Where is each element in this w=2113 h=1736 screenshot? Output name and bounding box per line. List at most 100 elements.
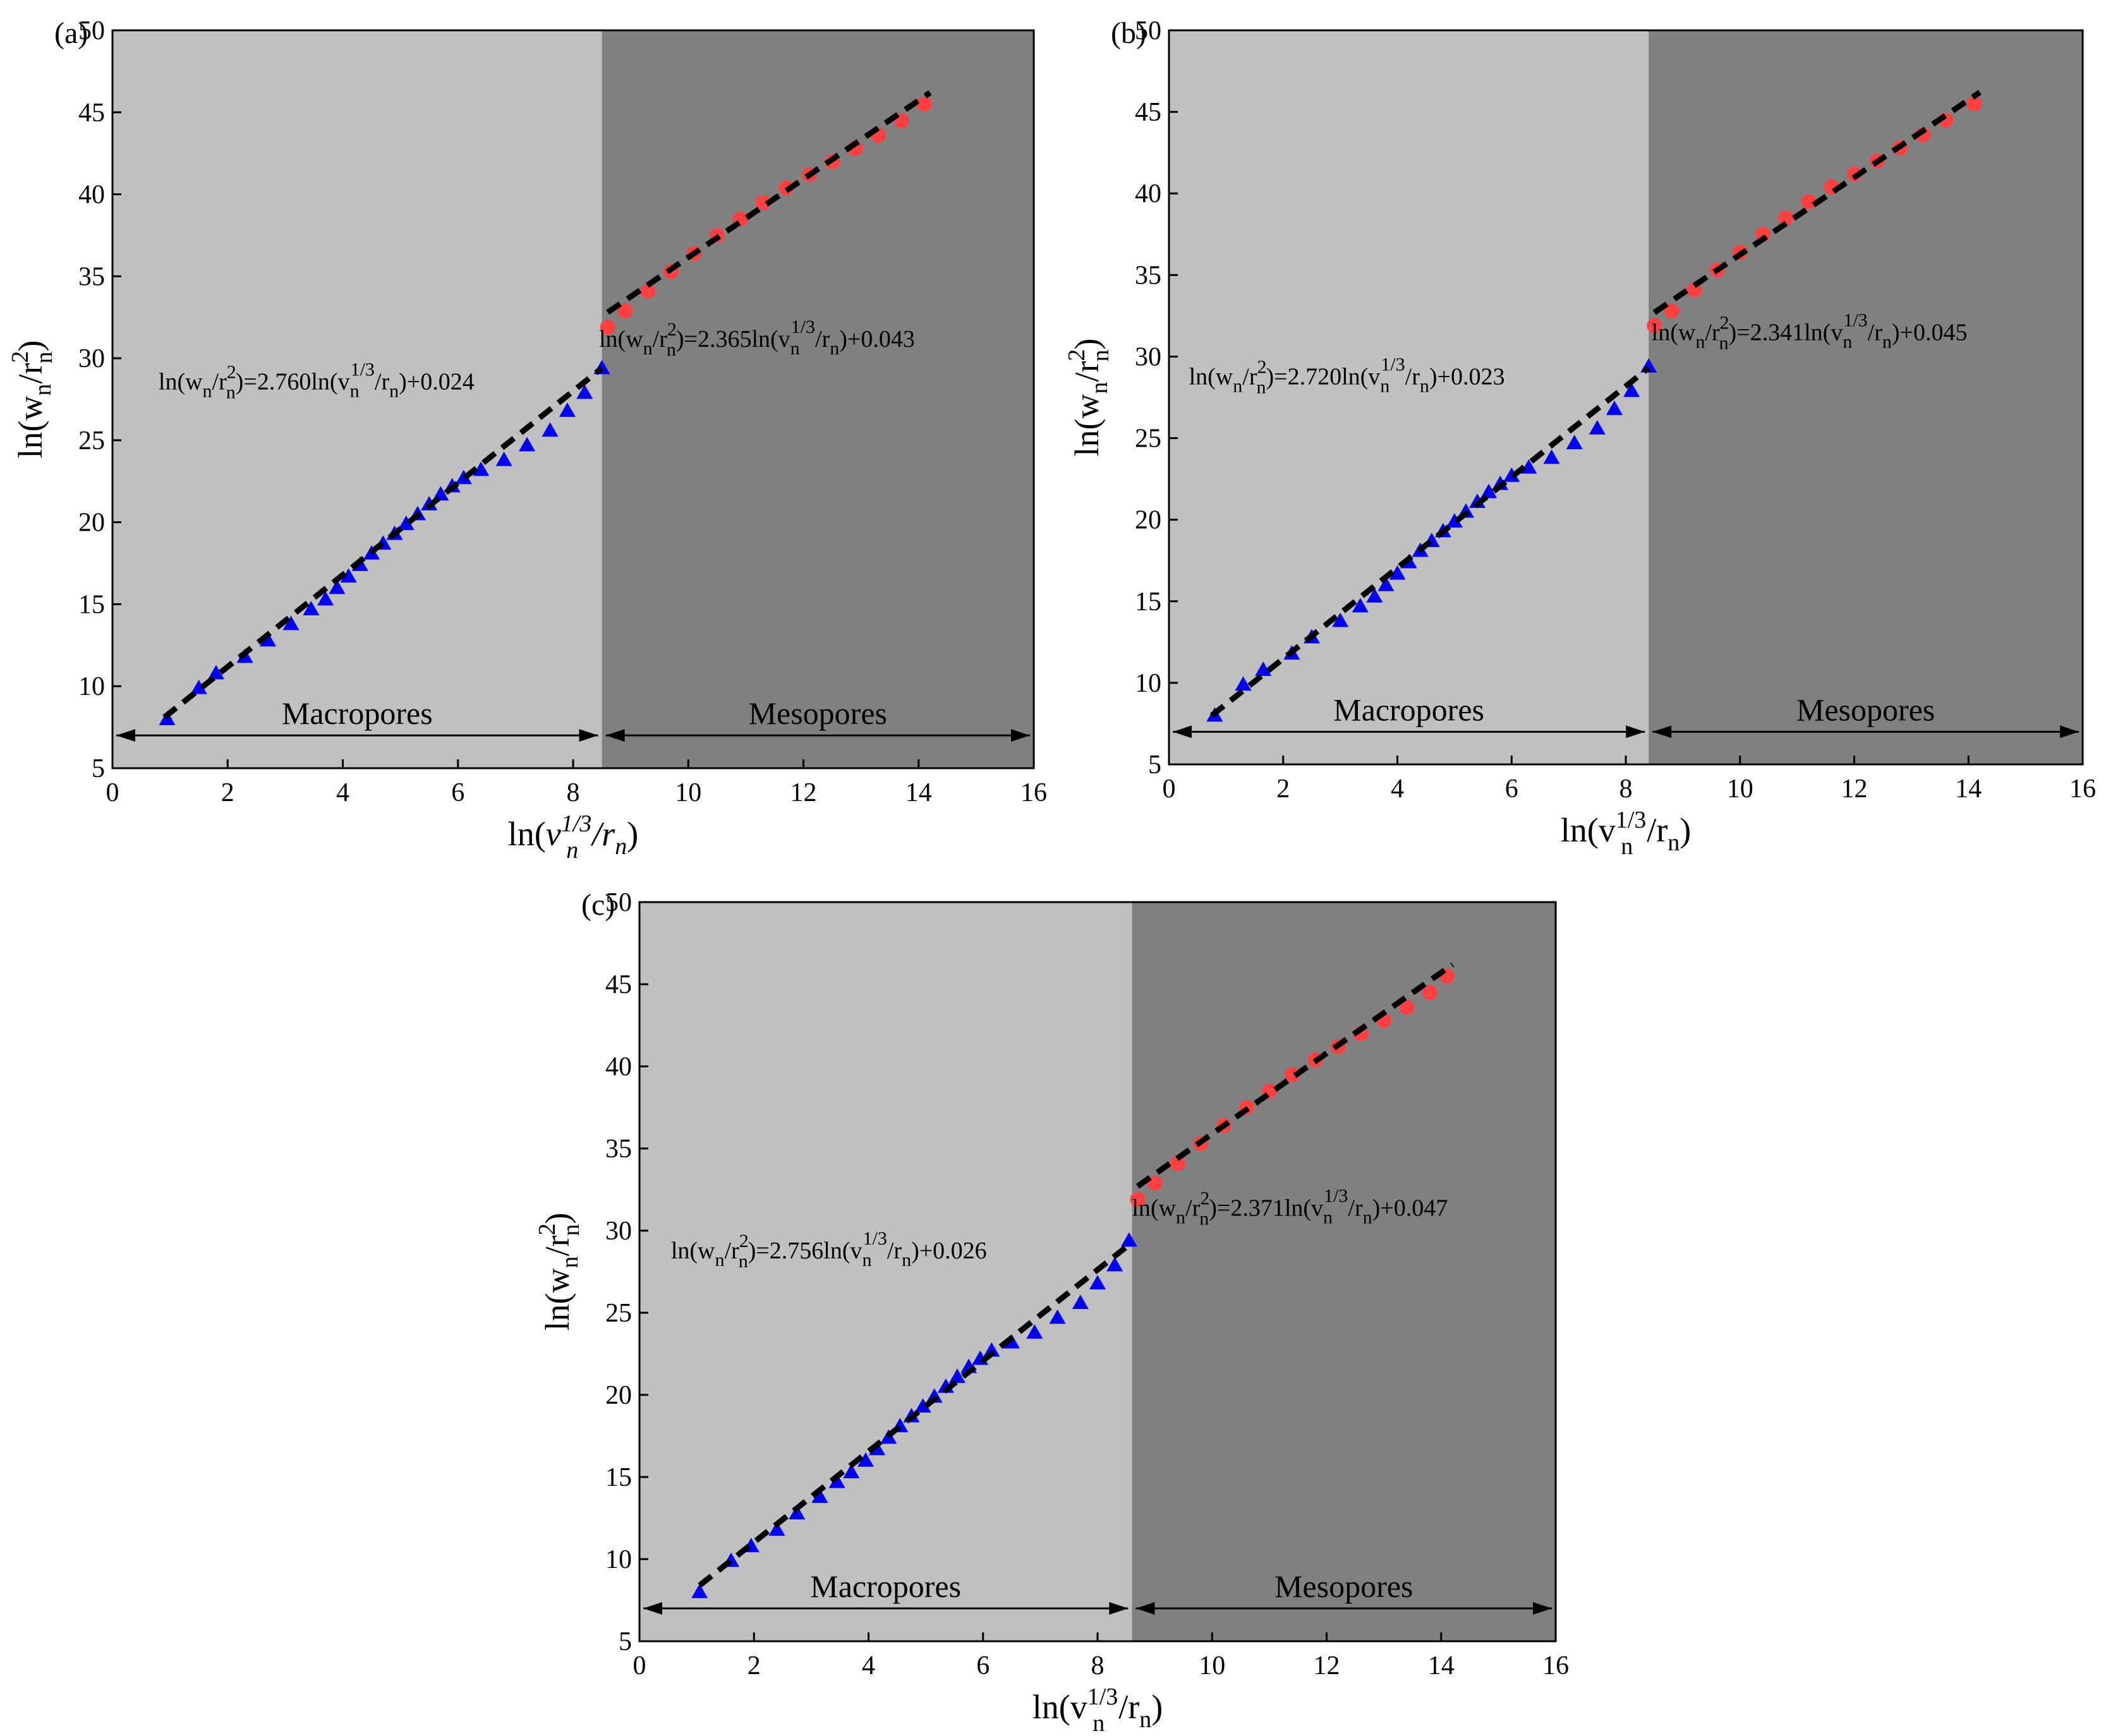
data-point-triangle — [1026, 1324, 1043, 1339]
arrow-head — [579, 729, 598, 742]
data-point-triangle — [519, 437, 536, 452]
data-point-triangle — [1366, 588, 1383, 603]
data-point-triangle — [303, 601, 320, 615]
data-point-triangle — [828, 1473, 845, 1488]
y-label-sub2: n — [558, 1224, 584, 1236]
data-point-circle — [617, 303, 633, 318]
eq-sub: n — [1323, 1207, 1333, 1228]
x-label-post: ) — [1151, 1688, 1163, 1726]
eq-sup: 1/3 — [1324, 1186, 1348, 1207]
data-point-triangle — [542, 422, 559, 437]
y-label-pre: ln(w — [1068, 394, 1106, 456]
x-label-sub2: n — [615, 833, 627, 860]
fit-equation: ln(wn/r2 n)=2.756ln(vn1/3/rn)+0.026 — [671, 1228, 987, 1272]
x-label-pre: ln( — [1561, 811, 1599, 849]
data-point-triangle — [789, 1505, 806, 1519]
eq-part: /r — [1348, 1195, 1363, 1222]
y-tick-label: 30 — [1135, 342, 1161, 371]
data-point-triangle — [317, 591, 334, 606]
data-point-triangle — [857, 1452, 874, 1467]
y-label-post: ) — [538, 1213, 576, 1224]
data-point-circle — [640, 283, 656, 299]
x-label-base: v — [1599, 811, 1616, 849]
arrow-head — [643, 1602, 662, 1615]
eq-part: )+0.023 — [1429, 363, 1505, 390]
y-label-sub2: n — [31, 352, 58, 364]
eq-sup: 2 — [667, 319, 677, 340]
eq-part: ln(w — [671, 1238, 715, 1264]
mesopores-label: Mesopores — [1274, 1569, 1413, 1604]
data-point-triangle — [282, 615, 300, 630]
data-point-triangle — [948, 1368, 966, 1383]
data-point-triangle — [1120, 1232, 1137, 1247]
y-tick-label: 25 — [78, 426, 105, 455]
fit-equation: ln(wn/r2 n)=2.720ln(vn1/3/rn)+0.023 — [1189, 354, 1505, 397]
data-point-circle — [916, 96, 932, 112]
eq-part: ln(w — [1189, 363, 1233, 390]
y-tick-label: 35 — [78, 262, 105, 291]
eq-sub: n — [1199, 1209, 1209, 1229]
eq-sub: n — [1380, 375, 1389, 396]
y-label-mid: /r — [538, 1235, 576, 1256]
eq-part: )=2.341ln(v — [1729, 320, 1843, 346]
arrow-head — [605, 729, 625, 742]
x-tick-label: 4 — [862, 1651, 875, 1680]
data-point-triangle — [455, 469, 472, 485]
fit-line — [1209, 365, 1650, 718]
eq-part: ln(w — [159, 368, 203, 395]
x-tick-label: 4 — [1391, 775, 1404, 804]
x-tick-label: 6 — [451, 778, 464, 807]
data-point-triangle — [1106, 1257, 1123, 1272]
eq-sub: n — [1233, 375, 1242, 396]
data-point-triangle — [768, 1521, 785, 1536]
y-tick-label: 20 — [1135, 506, 1161, 535]
eq-part: /r — [375, 368, 390, 395]
x-label-sub: n — [566, 837, 578, 864]
y-tick-label: 50 — [605, 888, 632, 917]
data-point-triangle — [1255, 661, 1272, 676]
fit-line — [1135, 962, 1455, 1189]
y-tick-label: 35 — [605, 1135, 632, 1164]
data-point-triangle — [1377, 576, 1395, 591]
x-label-sub: n — [1093, 1710, 1105, 1736]
y-label-post: ) — [11, 341, 49, 352]
y-tick-label: 45 — [78, 99, 105, 128]
arrow-head — [1109, 1602, 1129, 1615]
y-tick-label: 30 — [78, 344, 105, 373]
data-point-triangle — [1566, 435, 1583, 450]
data-point-circle — [1966, 96, 1982, 112]
y-label-pre: ln(w — [11, 395, 49, 458]
macropores-label: Macropores — [1333, 692, 1484, 727]
eq-part: )=2.760ln(v — [236, 368, 350, 395]
data-point-triangle — [329, 579, 346, 594]
data-point-circle — [1664, 303, 1680, 319]
x-tick-label: 2 — [221, 778, 234, 807]
arrow-head — [1173, 725, 1192, 738]
chart-panel-b: 0 2 4 6 8 10 12 14 165101520253035404550(b)ln(v1… — [1063, 16, 2096, 860]
eq-part: )+0.024 — [399, 368, 475, 395]
y-label-sub2: n — [1087, 350, 1114, 362]
eq-sub: n — [1363, 1207, 1372, 1228]
eq-part: /r — [212, 368, 227, 395]
y-label-mid: /r — [1068, 361, 1106, 382]
y-tick-label: 5 — [1148, 750, 1161, 780]
eq-sub: n — [203, 380, 212, 401]
macropores-region — [1169, 30, 1649, 764]
y-tick-label: 45 — [605, 970, 632, 999]
eq-part: )+0.026 — [911, 1238, 987, 1264]
data-point-triangle — [1589, 420, 1606, 435]
eq-sub: n — [643, 338, 653, 359]
y-axis-label: ln(wn/r2n) — [534, 1213, 584, 1331]
y-label-sup: 2 — [1063, 349, 1090, 361]
data-point-triangle — [1352, 598, 1369, 613]
x-tick-label: 10 — [1199, 1651, 1225, 1680]
eq-part: )+0.045 — [1892, 320, 1968, 346]
arrow-head — [1533, 1602, 1552, 1615]
eq-sub: n — [1420, 375, 1429, 396]
eq-sub: n — [830, 338, 839, 359]
y-label-sup: 2 — [7, 351, 33, 363]
mesopores-region — [1649, 30, 2083, 764]
macropores-label: Macropores — [282, 696, 433, 731]
data-point-triangle — [811, 1488, 828, 1503]
x-tick-label: 2 — [1276, 775, 1290, 804]
